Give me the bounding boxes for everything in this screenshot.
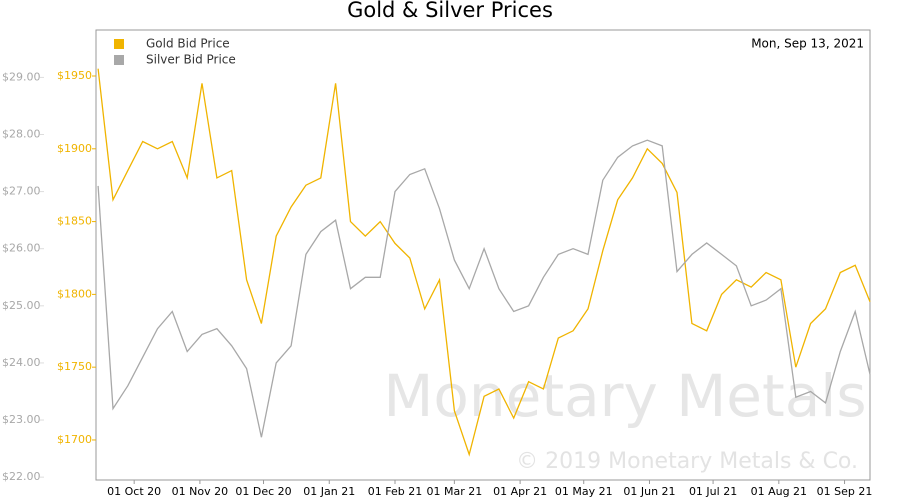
x-tick-label: 01 Aug 21 xyxy=(751,485,807,498)
watermark: Monetary Metals xyxy=(383,362,866,430)
x-tick-label: 01 Jul 21 xyxy=(689,485,737,498)
chart-title: Gold & Silver Prices xyxy=(347,0,553,22)
y-tick-label: $25.00 xyxy=(2,299,41,312)
y-tick-label: $24.00 xyxy=(2,356,41,369)
legend-label: Silver Bid Price xyxy=(146,53,236,67)
x-tick-label: 01 Jun 21 xyxy=(623,485,675,498)
line-series xyxy=(97,68,871,457)
y2-tick-label: $1700 xyxy=(57,433,92,446)
x-tick-label: 01 May 21 xyxy=(555,485,613,498)
x-tick-label: 01 Mar 21 xyxy=(426,485,482,498)
y-tick-label: $26.00 xyxy=(2,242,41,255)
y2-tick-label: $1900 xyxy=(57,142,92,155)
x-tick-label: 01 Dec 20 xyxy=(235,485,291,498)
y-tick-label: $29.00 xyxy=(2,70,41,83)
y2-tick-label: $1800 xyxy=(57,287,92,300)
y-tick-label: $22.00 xyxy=(2,470,41,483)
date-label: Mon, Sep 13, 2021 xyxy=(751,37,864,51)
plot-frame xyxy=(95,29,871,481)
y-tick-label: $28.00 xyxy=(2,128,41,141)
copyright: © 2019 Monetary Metals & Co. xyxy=(516,449,858,474)
y2-tick-label: $1850 xyxy=(57,215,92,228)
y-tick-label: $23.00 xyxy=(2,413,41,426)
x-tick-label: 01 Oct 20 xyxy=(107,485,161,498)
legend-label: Gold Bid Price xyxy=(146,37,230,51)
y2-tick-label: $1750 xyxy=(57,360,92,373)
x-tick-label: 01 Feb 21 xyxy=(368,485,422,498)
x-tick-label: 01 Jan 21 xyxy=(303,485,355,498)
y2-tick-label: $1950 xyxy=(57,69,92,82)
legend-swatch xyxy=(114,39,124,49)
line-series xyxy=(97,139,871,438)
legend-swatch xyxy=(114,55,124,65)
x-tick-label: 01 Sep 21 xyxy=(817,485,873,498)
x-tick-label: 01 Apr 21 xyxy=(493,485,547,498)
y-tick-label: $27.00 xyxy=(2,185,41,198)
x-tick-label: 01 Nov 20 xyxy=(172,485,228,498)
